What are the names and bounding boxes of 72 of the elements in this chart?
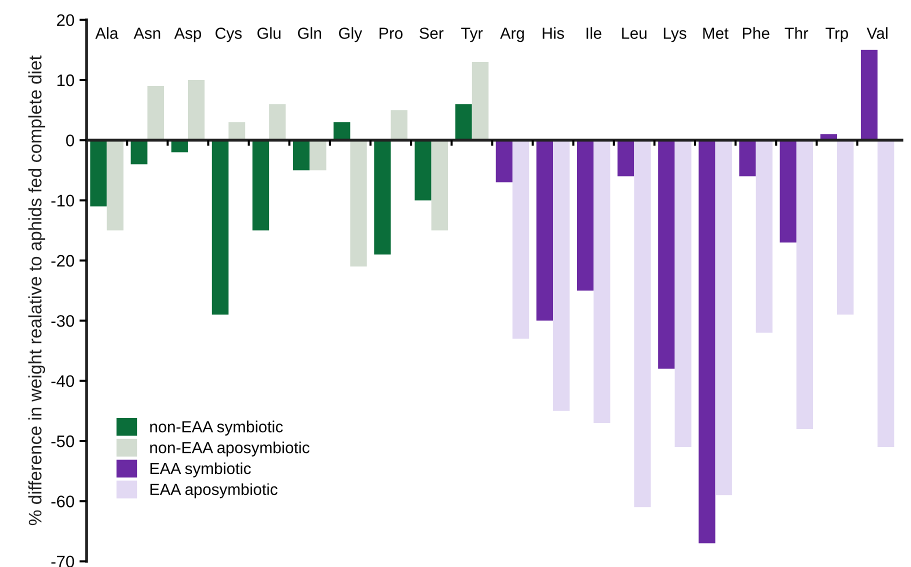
y-tick-label: -20 — [51, 254, 74, 267]
bar — [455, 104, 472, 140]
y-tick-label: -50 — [51, 435, 74, 448]
bar — [780, 140, 796, 242]
x-tick-label: Asn — [134, 28, 160, 39]
bar — [106, 140, 124, 230]
y-tick-label: -30 — [51, 315, 74, 327]
bar — [390, 110, 408, 140]
bar — [796, 140, 814, 429]
bar — [334, 122, 350, 140]
y-tick-label: 20 — [57, 14, 74, 26]
bar — [414, 140, 432, 200]
x-tick-label: Lys — [664, 28, 686, 42]
x-tick-label: Leu — [622, 28, 646, 39]
bar — [618, 140, 634, 176]
y-axis-title: % difference in weight realative to aphids fed complete diet — [28, 56, 46, 526]
bar — [431, 140, 448, 230]
bar — [594, 140, 610, 423]
x-tick-label: Ile — [586, 27, 602, 39]
x-tick-label: Ala — [95, 27, 118, 39]
x-tick-label: Gln — [298, 27, 322, 39]
legend-label: EAA aposymbiotic — [150, 483, 278, 498]
bar — [472, 62, 489, 140]
x-tick-label: Asp — [174, 28, 202, 42]
legend-label: non-EAA aposymbiotic — [150, 442, 310, 456]
x-tick-label: Gly — [339, 27, 362, 42]
bar — [756, 140, 772, 333]
bar — [188, 80, 205, 140]
y-tick-label: 0 — [66, 134, 74, 146]
bar — [860, 50, 878, 140]
bar — [576, 140, 594, 291]
legend-label: EAA symbiotic — [150, 462, 251, 478]
x-tick-label: Thr — [784, 27, 808, 39]
bar — [269, 104, 286, 140]
x-tick-label: Glu — [257, 27, 280, 39]
bar — [374, 140, 391, 254]
bar — [350, 140, 367, 267]
bar — [536, 140, 554, 321]
bar — [836, 140, 854, 315]
bar — [715, 140, 732, 496]
y-tick-label: -40 — [51, 375, 74, 388]
x-tick-label: Arg — [500, 28, 524, 42]
y-tick-label: -10 — [51, 194, 74, 207]
bar — [674, 140, 692, 448]
bar — [252, 140, 270, 230]
bar — [228, 122, 246, 140]
bar — [147, 86, 164, 140]
x-tick-label: Val — [866, 27, 888, 39]
bar — [878, 140, 894, 448]
y-tick-label: 10 — [57, 74, 74, 86]
bar — [634, 140, 651, 508]
y-tick-label: -60 — [51, 496, 74, 508]
bar — [698, 140, 716, 544]
bar — [512, 140, 530, 339]
bar — [293, 140, 310, 170]
bar — [739, 140, 756, 176]
x-tick-label: Cys — [216, 28, 242, 42]
bar — [553, 140, 570, 411]
bar — [212, 140, 229, 315]
bar — [130, 140, 148, 164]
x-tick-label: His — [542, 27, 564, 39]
bar — [310, 140, 326, 170]
bar — [90, 140, 107, 206]
x-tick-label: Phe — [742, 27, 770, 39]
x-tick-label: Ser — [420, 28, 444, 39]
x-tick-label: Pro — [380, 28, 403, 39]
bar — [496, 140, 512, 182]
legend-label: non-EAA symbiotic — [150, 420, 283, 436]
x-tick-label: Tyr — [461, 28, 483, 42]
bar — [658, 140, 675, 369]
x-tick-label: Met — [703, 28, 728, 39]
x-tick-label: Trp — [826, 28, 848, 42]
